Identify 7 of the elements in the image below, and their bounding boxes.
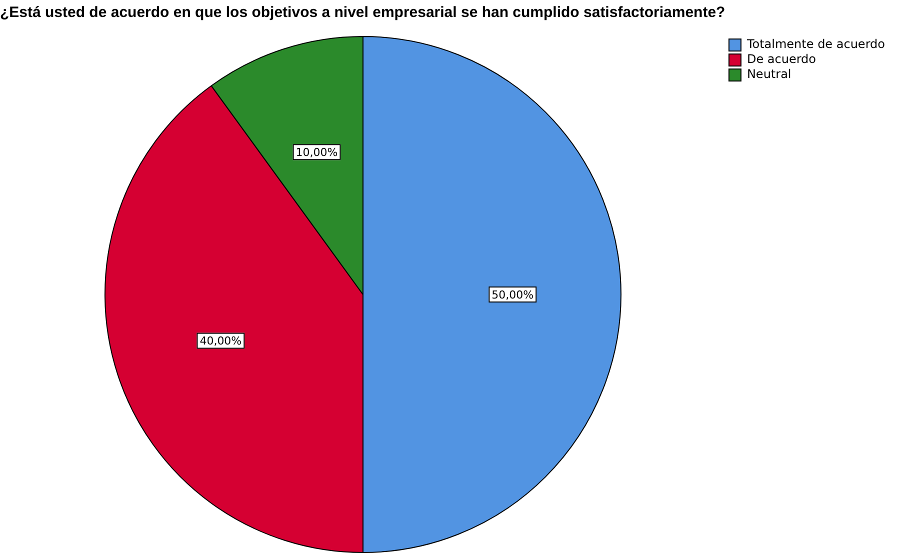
data-label: 10,00% [296,146,338,160]
legend-label: Neutral [746,67,792,82]
data-label: 50,00% [492,288,534,302]
legend-label: De acuerdo [746,52,816,66]
chart-title: ¿Está usted de acuerdo en que los objetivos a nivel empresarial se han cumplido satisfactoriamente? [0,4,726,22]
legend-label: Totalmente de acuerdo [746,37,886,52]
data-label: 40,00% [200,334,242,348]
